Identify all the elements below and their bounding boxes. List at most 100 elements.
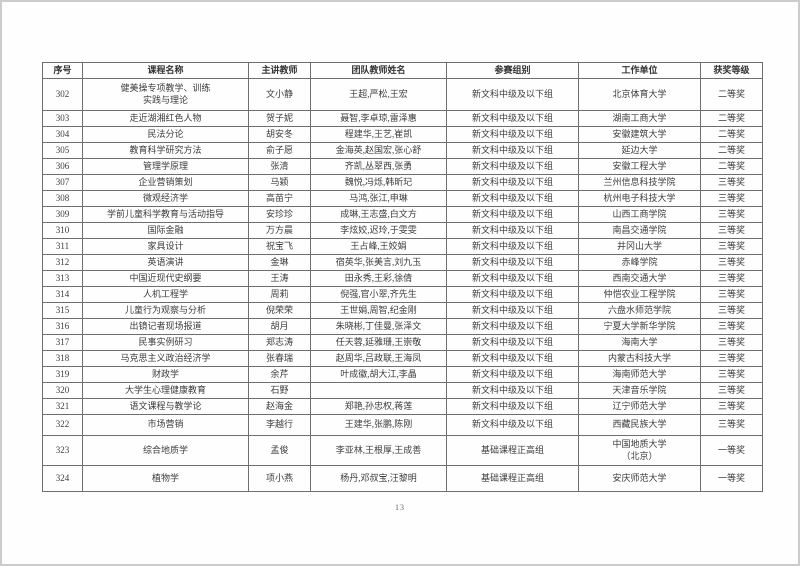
column-header-0: 序号 xyxy=(42,62,83,79)
cell-group: 新文科中级及以下组 xyxy=(446,254,579,271)
cell-award: 三等奖 xyxy=(700,254,763,271)
cell-teacher: 金琳 xyxy=(248,254,311,271)
cell-group: 新文科中级及以下组 xyxy=(446,126,579,143)
cell-award: 三等奖 xyxy=(700,190,763,207)
cell-teacher: 周莉 xyxy=(248,286,311,303)
cell-award: 三等奖 xyxy=(700,270,763,287)
cell-team: 金海英,赵国宏,张心舒 xyxy=(310,142,447,159)
cell-group: 新文科中级及以下组 xyxy=(446,302,579,319)
cell-unit: 赤峰学院 xyxy=(578,254,701,271)
table-row: 308 微观经济学 高苗宁 马鸿,张江,申琳 新文科中级及以下组 杭州电子科技大学 三等奖 xyxy=(42,190,763,207)
cell-teacher: 石野 xyxy=(248,382,311,399)
cell-group: 新文科中级及以下组 xyxy=(446,366,579,383)
cell-team: 王建华,张鹏,陈刚 xyxy=(310,414,447,436)
cell-award: 二等奖 xyxy=(700,142,763,159)
cell-award: 二等奖 xyxy=(700,110,763,127)
cell-course: 教育科学研究方法 xyxy=(82,142,249,159)
cell-course: 英语演讲 xyxy=(82,254,249,271)
cell-unit: 南昌交通学院 xyxy=(578,222,701,239)
cell-unit: 辽宁师范大学 xyxy=(578,398,701,415)
cell-unit: 海南大学 xyxy=(578,334,701,351)
cell-no: 323 xyxy=(42,435,83,466)
table-row: 304 民法分论 胡安冬 程建华,王艺,崔凯 新文科中级及以下组 安徽建筑大学 二等奖 xyxy=(42,126,763,143)
cell-unit: 兰州信息科技学院 xyxy=(578,174,701,191)
cell-group: 新文科中级及以下组 xyxy=(446,110,579,127)
table-row: 324 植物学 项小燕 杨丹,邓叔宝,汪黎明 基础课程正高组 安庆师范大学 一等奖 xyxy=(42,465,763,492)
cell-unit: 海南师范大学 xyxy=(578,366,701,383)
cell-no: 305 xyxy=(42,142,83,159)
table-row: 318 马克思主义政治经济学 张春瑞 赵周华,吕政联,王海凤 新文科中级及以下组 内蒙古科… xyxy=(42,350,763,367)
table-row: 310 国际金融 万方晨 李炫姣,迟玲,于雯雯 新文科中级及以下组 南昌交通学院 三等奖 xyxy=(42,222,763,239)
award-table: 序号 课程名称 主讲教师 团队教师姓名 参赛组别 工作单位 获奖等级 302 健美操专项教学、… xyxy=(42,62,763,492)
cell-award: 一等奖 xyxy=(700,435,763,466)
cell-team: 宿英华,张美言,刘九玉 xyxy=(310,254,447,271)
cell-award: 二等奖 xyxy=(700,158,763,175)
cell-group: 新文科中级及以下组 xyxy=(446,206,579,223)
cell-team: 魏悦,冯烁,韩昕玘 xyxy=(310,174,447,191)
cell-teacher: 高苗宁 xyxy=(248,190,311,207)
cell-team: 任天蓉,延雅珊,王崇敬 xyxy=(310,334,447,351)
cell-unit: 安徽建筑大学 xyxy=(578,126,701,143)
cell-group: 新文科中级及以下组 xyxy=(446,174,579,191)
cell-course: 民法分论 xyxy=(82,126,249,143)
cell-teacher: 马颖 xyxy=(248,174,311,191)
cell-course: 微观经济学 xyxy=(82,190,249,207)
cell-no: 304 xyxy=(42,126,83,143)
cell-course: 儿童行为观察与分析 xyxy=(82,302,249,319)
table-row: 319 财政学 余芹 叶成徽,胡大江,李晶 新文科中级及以下组 海南师范大学 三等奖 xyxy=(42,366,763,383)
page-number: 13 xyxy=(395,503,405,512)
cell-course: 植物学 xyxy=(82,465,249,492)
cell-course: 人机工程学 xyxy=(82,286,249,303)
cell-teacher: 安珍珍 xyxy=(248,206,311,223)
cell-course: 马克思主义政治经济学 xyxy=(82,350,249,367)
cell-group: 基础课程正高组 xyxy=(446,465,579,492)
cell-no: 314 xyxy=(42,286,83,303)
cell-team: 马鸿,张江,申琳 xyxy=(310,190,447,207)
cell-teacher: 王涛 xyxy=(248,270,311,287)
cell-group: 新文科中级及以下组 xyxy=(446,286,579,303)
cell-no: 319 xyxy=(42,366,83,383)
cell-no: 302 xyxy=(42,78,83,111)
cell-award: 二等奖 xyxy=(700,78,763,111)
table-row: 306 管理学原理 张清 齐凯,丛翠西,张勇 新文科中级及以下组 安徽工程大学 二等奖 xyxy=(42,158,763,175)
column-header-3: 团队教师姓名 xyxy=(310,62,447,79)
cell-teacher: 余芹 xyxy=(248,366,311,383)
cell-teacher: 孟俊 xyxy=(248,435,311,466)
cell-award: 三等奖 xyxy=(700,414,763,436)
cell-team: 田永秀,王彩,徐倩 xyxy=(310,270,447,287)
cell-team xyxy=(310,382,447,399)
table-row: 323 综合地质学 孟俊 李亚林,王根厚,王成善 基础课程正高组 中国地质大学（北京） 一等… xyxy=(42,435,763,466)
column-header-2: 主讲教师 xyxy=(248,62,311,79)
cell-award: 三等奖 xyxy=(700,350,763,367)
cell-no: 321 xyxy=(42,398,83,415)
cell-team: 王占峰,王姣娟 xyxy=(310,238,447,255)
cell-unit: 仲恺农业工程学院 xyxy=(578,286,701,303)
cell-unit: 安徽工程大学 xyxy=(578,158,701,175)
cell-course: 学前儿童科学教育与活动指导 xyxy=(82,206,249,223)
cell-unit: 宁夏大学新华学院 xyxy=(578,318,701,335)
table-row: 317 民事实例研习 郑志涛 任天蓉,延雅珊,王崇敬 新文科中级及以下组 海南大学 三等奖 xyxy=(42,334,763,351)
table-row: 316 出镜记者现场报道 胡月 朱晓彬,丁佳曼,张泽文 新文科中级及以下组 宁夏大学新华学… xyxy=(42,318,763,335)
cell-teacher: 俞子愿 xyxy=(248,142,311,159)
cell-teacher: 李越行 xyxy=(248,414,311,436)
cell-no: 307 xyxy=(42,174,83,191)
cell-course: 中国近现代史纲要 xyxy=(82,270,249,287)
cell-team: 李炫姣,迟玲,于雯雯 xyxy=(310,222,447,239)
cell-team: 齐凯,丛翠西,张勇 xyxy=(310,158,447,175)
cell-teacher: 胡月 xyxy=(248,318,311,335)
cell-no: 311 xyxy=(42,238,83,255)
cell-award: 一等奖 xyxy=(700,465,763,492)
cell-award: 三等奖 xyxy=(700,206,763,223)
cell-unit: 六盘水师范学院 xyxy=(578,302,701,319)
cell-group: 新文科中级及以下组 xyxy=(446,318,579,335)
table-body: 302 健美操专项教学、训练实践与理论 文小静 王超,严松,王宏 新文科中级及以下组 北京… xyxy=(42,78,763,492)
cell-team: 杨丹,邓叔宝,汪黎明 xyxy=(310,465,447,492)
cell-unit: 井冈山大学 xyxy=(578,238,701,255)
table-row: 312 英语演讲 金琳 宿英华,张美言,刘九玉 新文科中级及以下组 赤峰学院 三等奖 xyxy=(42,254,763,271)
table-row: 322 市场营销 李越行 王建华,张鹏,陈刚 新文科中级及以下组 西藏民族大学 三等奖 xyxy=(42,414,763,436)
table-row: 307 企业营销策划 马颖 魏悦,冯烁,韩昕玘 新文科中级及以下组 兰州信息科技学院 三等奖 xyxy=(42,174,763,191)
cell-award: 三等奖 xyxy=(700,318,763,335)
cell-group: 新文科中级及以下组 xyxy=(446,398,579,415)
table-row: 315 儿童行为观察与分析 倪荣荣 王世娟,周智,纪金刚 新文科中级及以下组 六盘水师范学… xyxy=(42,302,763,319)
cell-teacher: 万方晨 xyxy=(248,222,311,239)
